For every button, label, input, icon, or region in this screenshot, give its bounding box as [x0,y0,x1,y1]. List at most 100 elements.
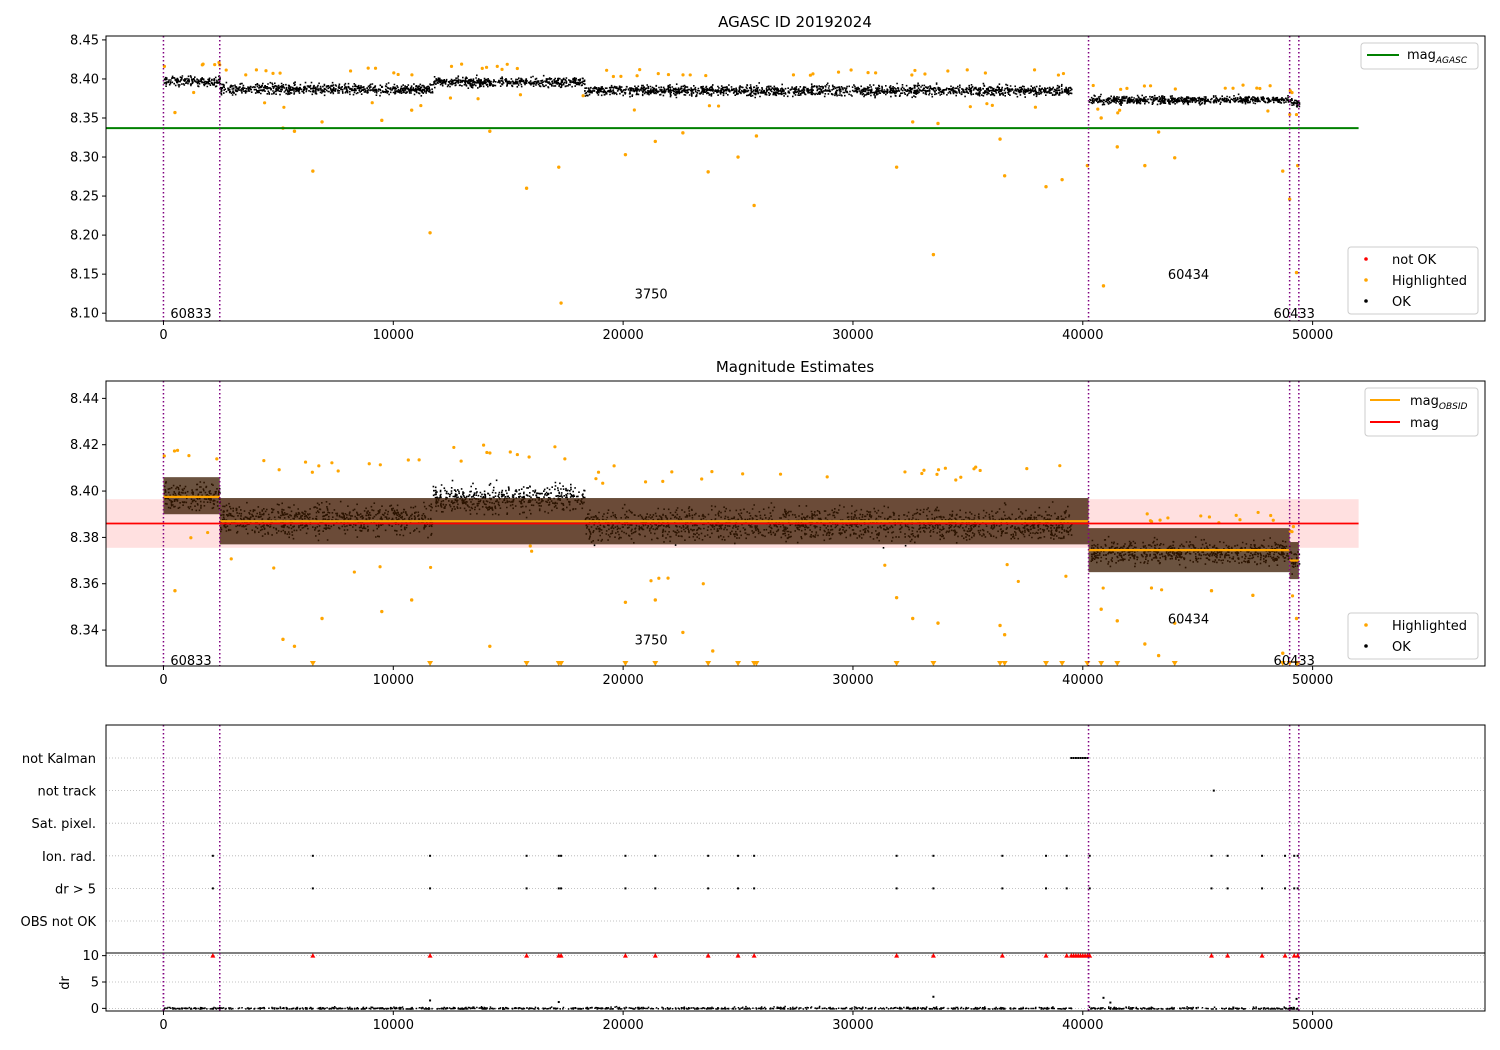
dr-clipped-marker [210,953,216,958]
highlighted-point [946,69,950,73]
highlighted-point [378,565,382,569]
dr-points [163,1005,1299,1010]
flag-event-point [1293,887,1296,890]
y-tick-label-dr: 10 [82,949,99,964]
highlighted-point [1060,177,1064,182]
highlighted-point [596,470,601,474]
highlighted-point [666,576,670,580]
x-tick-label-agasc: 40000 [1062,328,1103,343]
y-tick-label-agasc: 8.25 [70,190,99,205]
highlighted-point [417,458,421,462]
highlighted-point [410,73,414,77]
flag-event-point [753,854,756,857]
flag-event-point [1084,757,1087,759]
highlighted-point [1199,514,1203,518]
highlighted-point [974,465,978,469]
highlighted-point [1173,156,1177,160]
legend-label: magOBSID [1410,394,1468,412]
highlighted-point [752,203,756,208]
highlighted-point [632,108,636,112]
panel-flags: not Kalman not track Sat. pixel. Ion. rad. d… [21,725,1485,1011]
highlighted-point [352,570,356,574]
highlighted-point [1056,73,1061,77]
dr-clipped-marker [1282,953,1288,958]
clipped-highlight-marker [1001,661,1008,666]
plot-area-estimates [106,381,1359,666]
highlighted-point [741,472,745,476]
highlighted-point [1234,513,1238,517]
legend-marker-swatch [1364,278,1368,282]
highlighted-point [1290,594,1295,598]
highlighted-point [913,68,917,73]
highlighted-point [452,445,456,450]
flag-category-label: dr > 5 [55,882,96,897]
highlighted-point [594,477,598,481]
flag-event-point [1079,757,1082,759]
highlighted-point [1271,518,1275,522]
highlighted-point [649,579,653,583]
highlighted-point [1156,653,1161,658]
clipped-highlight-marker [652,661,659,666]
highlighted-point [310,470,314,474]
flag-event-point [1212,789,1215,792]
x-tick-label-estimates: 30000 [832,673,873,688]
obsid-annotation: 3750 [635,288,668,303]
dr-clipped-marker [999,953,1005,958]
highlighted-point [920,471,924,476]
x-tick-label-agasc: 50000 [1292,328,1333,343]
highlighted-point [292,129,297,133]
flag-event-point [737,854,740,857]
flag-event-point [1072,757,1075,759]
dr-clipped-marker [1087,953,1093,958]
y-tick-label-estimates: 8.34 [70,624,99,639]
highlighted-point [1101,284,1106,288]
clipped-highlight-marker [1098,661,1105,666]
dr-spike-point [1102,996,1105,999]
flag-event-point [557,887,560,890]
clipped-highlight-marker [1084,661,1091,666]
highlighted-point [448,96,453,100]
highlighted-point [187,453,191,458]
clipped-highlight-marker [1043,661,1050,666]
flag-event-point [557,854,560,857]
highlighted-point [530,549,534,553]
highlighted-point [1025,467,1029,471]
dr-clipped-marker [930,953,936,958]
flag-event-point [1226,887,1229,890]
y-tick-label-dr: 0 [91,1002,99,1017]
highlighted-point [428,565,433,570]
dr-clipped-marker [524,953,530,958]
legend-label: Highlighted [1392,619,1467,634]
flag-event-point [1296,854,1299,857]
obsid-annotation: 60433 [1274,654,1315,669]
highlighted-point [874,71,878,75]
highlighted-point [1002,174,1007,178]
flag-event-point [1065,887,1068,890]
highlighted-point [224,68,228,72]
highlighted-point [1294,270,1299,275]
highlighted-point [1294,112,1299,117]
y-tick-label-estimates: 8.36 [70,577,99,592]
y-tick-label-agasc: 8.35 [70,111,99,126]
y-tick-label-estimates: 8.42 [70,438,99,453]
highlighted-point [1005,563,1009,567]
highlighted-point [922,468,926,472]
flag-event-point [654,854,657,857]
x-tick-label-dr: 10000 [373,1018,414,1033]
dr-spike-point [557,1001,560,1004]
highlighted-point [1119,87,1123,91]
highlighted-point [392,71,396,75]
highlighted-point [476,97,480,101]
flag-event-point [1296,887,1299,890]
dr-clipped-marker [622,953,628,958]
highlighted-point [791,73,796,77]
highlighted-point [1291,525,1295,529]
dr-clipped-marker [1291,953,1297,958]
clipped-highlight-marker [1279,661,1286,666]
highlighted-point [623,152,628,157]
legend-label: OK [1392,295,1411,310]
highlighted-point [380,609,384,614]
highlighted-point [449,64,454,68]
highlighted-point [936,121,940,126]
